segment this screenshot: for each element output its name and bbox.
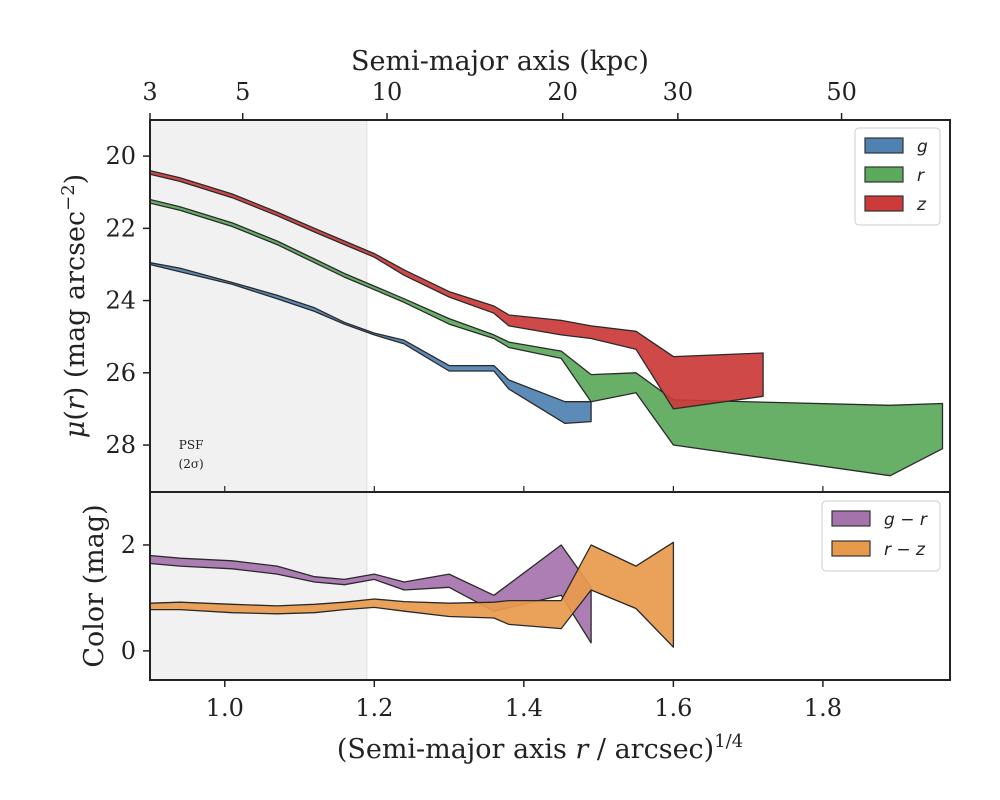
kpc-tick-label: 30: [663, 78, 694, 106]
band-z: [149, 169, 764, 410]
psf-shaded-region-color: [149, 491, 368, 681]
band-legend-label: g: [917, 137, 928, 157]
kpc-tick-label: 5: [235, 78, 250, 106]
y-tick-label: 22: [105, 214, 136, 242]
color-legend-label: r − z: [884, 540, 926, 560]
psf-shaded-region: [149, 119, 368, 493]
kpc-tick-label: 3: [142, 78, 157, 106]
ylabel-exponent: −2: [58, 184, 79, 211]
psf-annotation: PSF: [179, 438, 204, 452]
kpc-tick-label: 10: [372, 78, 403, 106]
color-axis-title: Color (mag): [79, 504, 110, 667]
kpc-axis-ticks: 3 5 10 20 30 50: [142, 78, 857, 120]
band-legend-swatch: [864, 137, 904, 154]
x-axis-ticks: 1.0 1.2 1.4 1.6 1.8: [206, 680, 842, 722]
color-legend-swatch: [831, 510, 871, 527]
band-legend: grz: [854, 127, 941, 226]
band-legend-swatch: [864, 166, 904, 183]
y-tick-label: 28: [105, 431, 136, 459]
color-y-ticks: 02: [121, 531, 150, 665]
surface-brightness-bands: [149, 169, 944, 477]
xlabel-exponent: 1/4: [714, 731, 743, 752]
kpc-axis-title: Semi-major axis (kpc): [351, 46, 649, 77]
band-legend-label: r: [917, 166, 925, 186]
band-legend-swatch: [864, 195, 904, 212]
color-legend-label: g − r: [884, 510, 928, 530]
ylabel-units: ) (mag arcsec: [60, 211, 91, 397]
color-bands: [149, 541, 675, 648]
y-tick-label: 20: [105, 142, 136, 170]
band-legend-label: z: [916, 195, 927, 215]
band-r: [149, 198, 944, 477]
color-band-r-z: [149, 541, 675, 648]
y-tick-label: 26: [105, 359, 136, 387]
kpc-tick-label: 50: [826, 78, 857, 106]
top-y-ticks: 20 22 24 26 28: [105, 142, 824, 492]
color-panel: 02 1.0 1.2 1.4 1.6 1.8 Color (mag) (Semi-maj…: [79, 491, 951, 765]
ylabel-open: (: [60, 410, 91, 421]
color-legend-swatch: [831, 540, 871, 557]
x-tick-label: 1.0: [206, 694, 244, 722]
color-band-g-r: [149, 544, 592, 644]
kpc-tick-label: 20: [547, 78, 578, 106]
y-tick-label: 24: [105, 287, 136, 315]
color-legend: g − r r − z: [821, 500, 941, 572]
color-y-tick-label: 0: [121, 637, 136, 665]
xlabel-unit: / arcsec): [588, 734, 714, 765]
x-tick-label: 1.2: [355, 694, 393, 722]
bottom-panel-frame: [149, 491, 951, 681]
x-tick-label: 1.8: [804, 694, 842, 722]
band-g: [149, 262, 592, 425]
color-y-tick-label: 2: [121, 531, 136, 559]
x-tick-label: 1.4: [505, 694, 543, 722]
r-symbol: r: [60, 395, 91, 410]
xlabel-r: r: [575, 734, 590, 765]
x-tick-label: 1.6: [654, 694, 692, 722]
semi-major-axis-title: (Semi-major axis r / arcsec)1/4: [337, 731, 743, 765]
psf-annotation-sigma: (2σ): [179, 457, 204, 471]
surface-brightness-panel: 20 22 24 26 28 3 5 10 20 30 50 Semi-major axis (k…: [58, 46, 951, 493]
mu-symbol: μ: [60, 421, 91, 439]
xlabel-prefix: (Semi-major axis: [337, 734, 576, 765]
surface-brightness-axis-title: μ(r) (mag arcsec−2): [58, 174, 91, 438]
ylabel-end: ): [60, 174, 91, 185]
